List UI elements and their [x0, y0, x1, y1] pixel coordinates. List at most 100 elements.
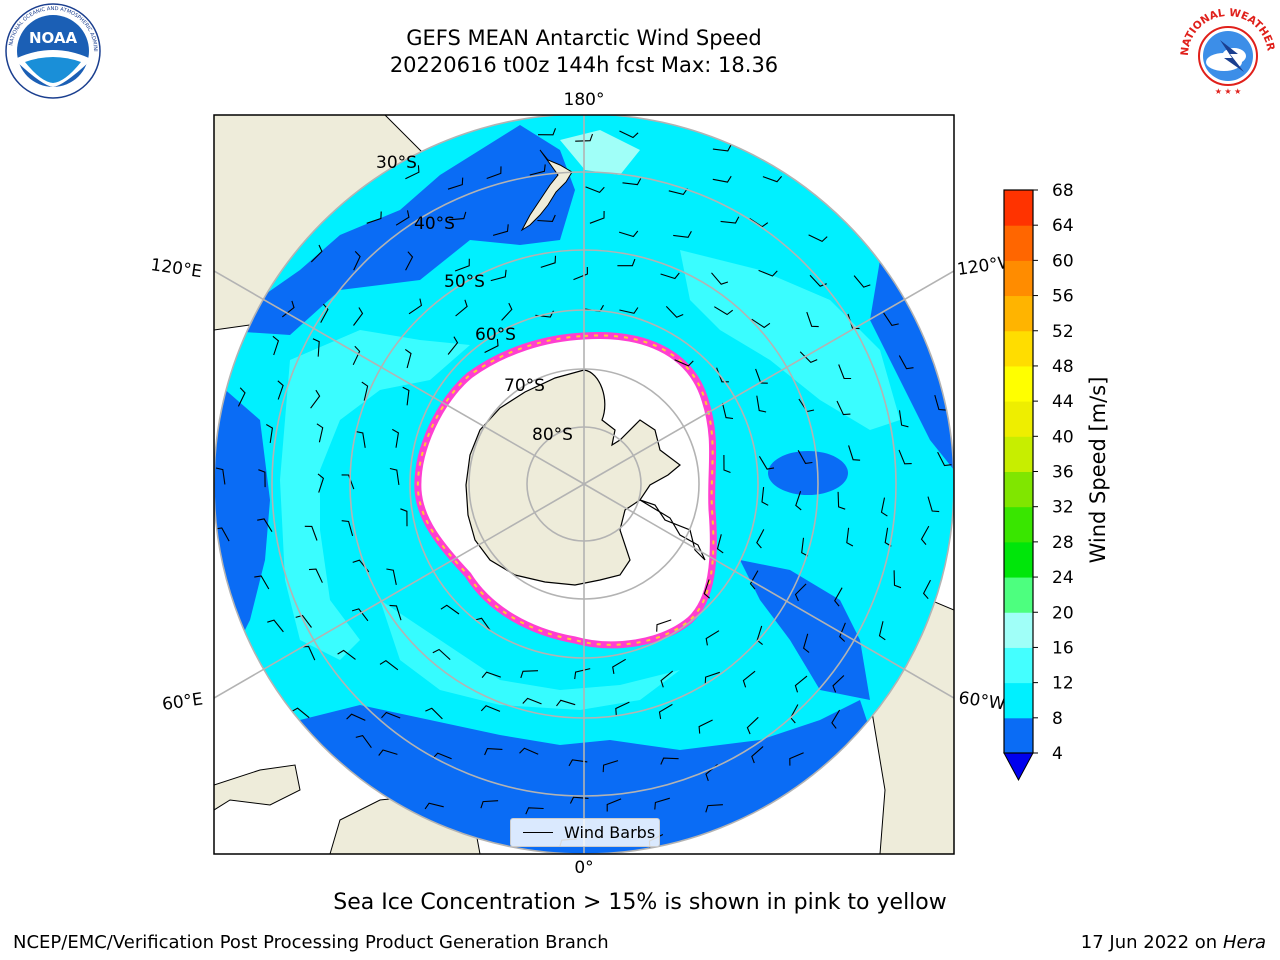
wind-barb [215, 467, 226, 485]
wind-barb [281, 300, 295, 318]
wind-barb [424, 802, 444, 810]
wind-barb [711, 272, 729, 285]
wind-barb [378, 749, 398, 756]
wind-barb [392, 428, 400, 448]
map-legend: Wind Barbs [510, 818, 660, 847]
wind-barb [520, 670, 539, 679]
wind-barb [304, 525, 318, 541]
wind-barb [341, 474, 355, 490]
wind-barb-legend-line [523, 832, 553, 833]
wind-barb [573, 266, 588, 281]
wind-barb [257, 518, 273, 532]
wind-barb [806, 311, 819, 328]
wind-barb [258, 469, 266, 488]
lat-label-50s: 50°S [444, 272, 485, 292]
wind-barb [658, 703, 673, 719]
wind-barb [556, 699, 576, 707]
wind-barb [837, 491, 846, 510]
colorbar-label: Wind Speed [m/s] [1086, 377, 1110, 564]
wind-barb [312, 338, 320, 357]
wind-barb [898, 449, 912, 465]
wind-barb [574, 668, 591, 680]
wind-barb [379, 660, 399, 671]
colorbar-band [1004, 717, 1033, 754]
colorbar-band [1004, 295, 1033, 332]
wind-barb [266, 424, 273, 443]
wind-barb [308, 568, 323, 583]
colorbar-tick-label: 52 [1052, 322, 1074, 342]
wind-barb [808, 234, 828, 243]
wind-barb [519, 747, 539, 755]
wind-barb [447, 177, 464, 190]
wind-barb [756, 395, 767, 413]
colorbar-tick-label: 56 [1052, 287, 1074, 307]
wind-barb [400, 508, 408, 527]
wind-barb [615, 701, 630, 716]
wind-barb [295, 614, 312, 628]
colorbar-tick-label: 44 [1052, 392, 1074, 412]
wind-barb [486, 166, 502, 180]
chart-title: GEFS MEAN Antarctic Wind Speed [406, 26, 762, 50]
wind-barb [622, 178, 642, 186]
wind-barb [665, 306, 684, 318]
wind-barb [742, 670, 756, 688]
wind-barb [537, 128, 557, 136]
wind-barb [351, 608, 369, 622]
lat-label-40s: 40°S [414, 214, 455, 234]
wind-barb [898, 355, 914, 370]
wind-barb [402, 386, 410, 406]
wind-barb [934, 394, 946, 411]
wind-barb [381, 711, 401, 719]
wind-barb [529, 164, 546, 176]
colorbar-tick-label: 4 [1052, 744, 1063, 764]
wind-barb [880, 497, 888, 517]
wind-barb [389, 467, 400, 485]
wind-barb [832, 675, 845, 693]
wind-barb [404, 348, 412, 369]
wind-barb [454, 258, 470, 272]
colorbar-tick-label: 36 [1052, 463, 1074, 483]
wind-barb [668, 188, 688, 196]
footer-date: 17 Jun 2022 on Hera [1080, 932, 1266, 953]
wind-barb [705, 630, 720, 646]
wind-barb [617, 258, 636, 267]
wind-barb [758, 456, 775, 470]
wind-barb [320, 303, 329, 323]
wind-barb [836, 400, 851, 416]
wind-barb [386, 568, 397, 586]
chart-subtitle: 20220616 t00z 144h fcst Max: 18.36 [389, 53, 779, 77]
wind-barb [432, 648, 451, 661]
wind-barb [310, 389, 321, 409]
wind-speed-shading [214, 125, 954, 854]
lat-label-30s: 30°S [376, 153, 417, 173]
wind-barb [522, 697, 542, 705]
wind-barb [480, 800, 499, 809]
lat-label-70s: 70°S [504, 376, 545, 396]
wind-barb [801, 537, 809, 557]
colorbar-band [1004, 682, 1033, 719]
wind-barb [883, 312, 899, 327]
wind-barb [602, 760, 619, 773]
wind-barb [758, 269, 778, 277]
wind-barb [749, 570, 759, 590]
wind-barb [846, 527, 854, 547]
colorbar-tick-label: 20 [1052, 603, 1074, 623]
colorbar-band [1004, 541, 1033, 578]
wind-barb [716, 534, 724, 554]
wind-barb [660, 272, 680, 280]
wind-barb [723, 454, 731, 474]
wind-barb [484, 748, 503, 756]
wind-barb [920, 525, 930, 545]
svg-text:★ ★ ★: ★ ★ ★ [1215, 87, 1242, 96]
wind-barb [455, 299, 468, 317]
colorbar-band [1004, 577, 1033, 613]
wind-barb [537, 214, 556, 222]
wind-barb [316, 423, 324, 443]
colorbar-tick-label: 64 [1052, 216, 1074, 236]
colorbar-tick-label: 68 [1052, 181, 1074, 201]
wind-barb [794, 675, 808, 693]
wind-barb [341, 520, 354, 537]
wind-barb [838, 364, 852, 380]
